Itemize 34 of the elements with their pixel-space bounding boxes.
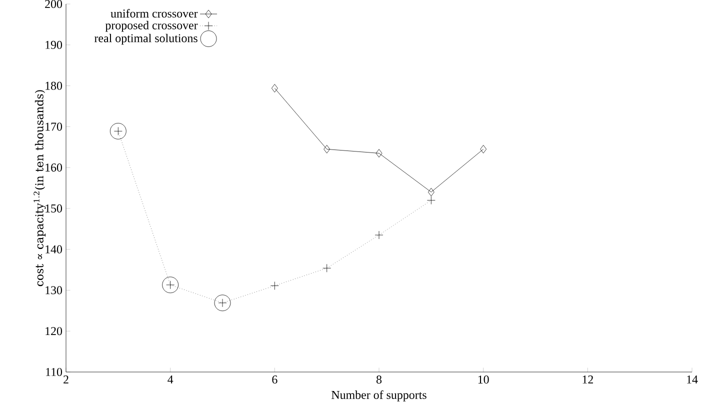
- point: [214, 294, 231, 312]
- y-tick-label: 140: [46, 245, 62, 254]
- y-tick-label: 130: [46, 286, 62, 294]
- point: [428, 188, 434, 196]
- y-tick-label: 170: [46, 122, 62, 131]
- point: [376, 149, 382, 158]
- point: [374, 230, 384, 240]
- y-tick-label: 110: [46, 368, 62, 376]
- x-tick-label: 12: [582, 376, 593, 384]
- point: [426, 196, 436, 204]
- point: [271, 84, 278, 92]
- x-tick-label: 10: [478, 376, 489, 384]
- y-axis-title: cost ∝ capacity$^{1.2}$(in ten thousands): [34, 90, 46, 286]
- y-tick-label: 150: [46, 204, 62, 212]
- y-tick-label: 160: [46, 164, 62, 172]
- x-tick-label: 14: [687, 376, 698, 384]
- point: [322, 264, 332, 272]
- y-tick-label: 200: [45, 0, 62, 8]
- point: [110, 122, 126, 140]
- x-tick-label: 2: [64, 376, 68, 384]
- x-tick-label: 6: [272, 376, 278, 384]
- y-tick-label: 180: [46, 82, 62, 90]
- y-tick-label: 120: [46, 327, 62, 336]
- point: [162, 276, 179, 294]
- legend-label: real optimal solutions: [94, 34, 198, 45]
- x-axis-title: Number of supports: [332, 390, 426, 402]
- point: [324, 144, 330, 154]
- y-tick-label: 190: [46, 40, 62, 49]
- x-tick-label: 4: [168, 376, 174, 384]
- legend-label: uniform crossover: [110, 9, 198, 18]
- point: [480, 144, 487, 154]
- point: [270, 282, 279, 290]
- legend-label: proposed crossover: [105, 20, 198, 32]
- x-tick-label: 8: [376, 376, 382, 384]
